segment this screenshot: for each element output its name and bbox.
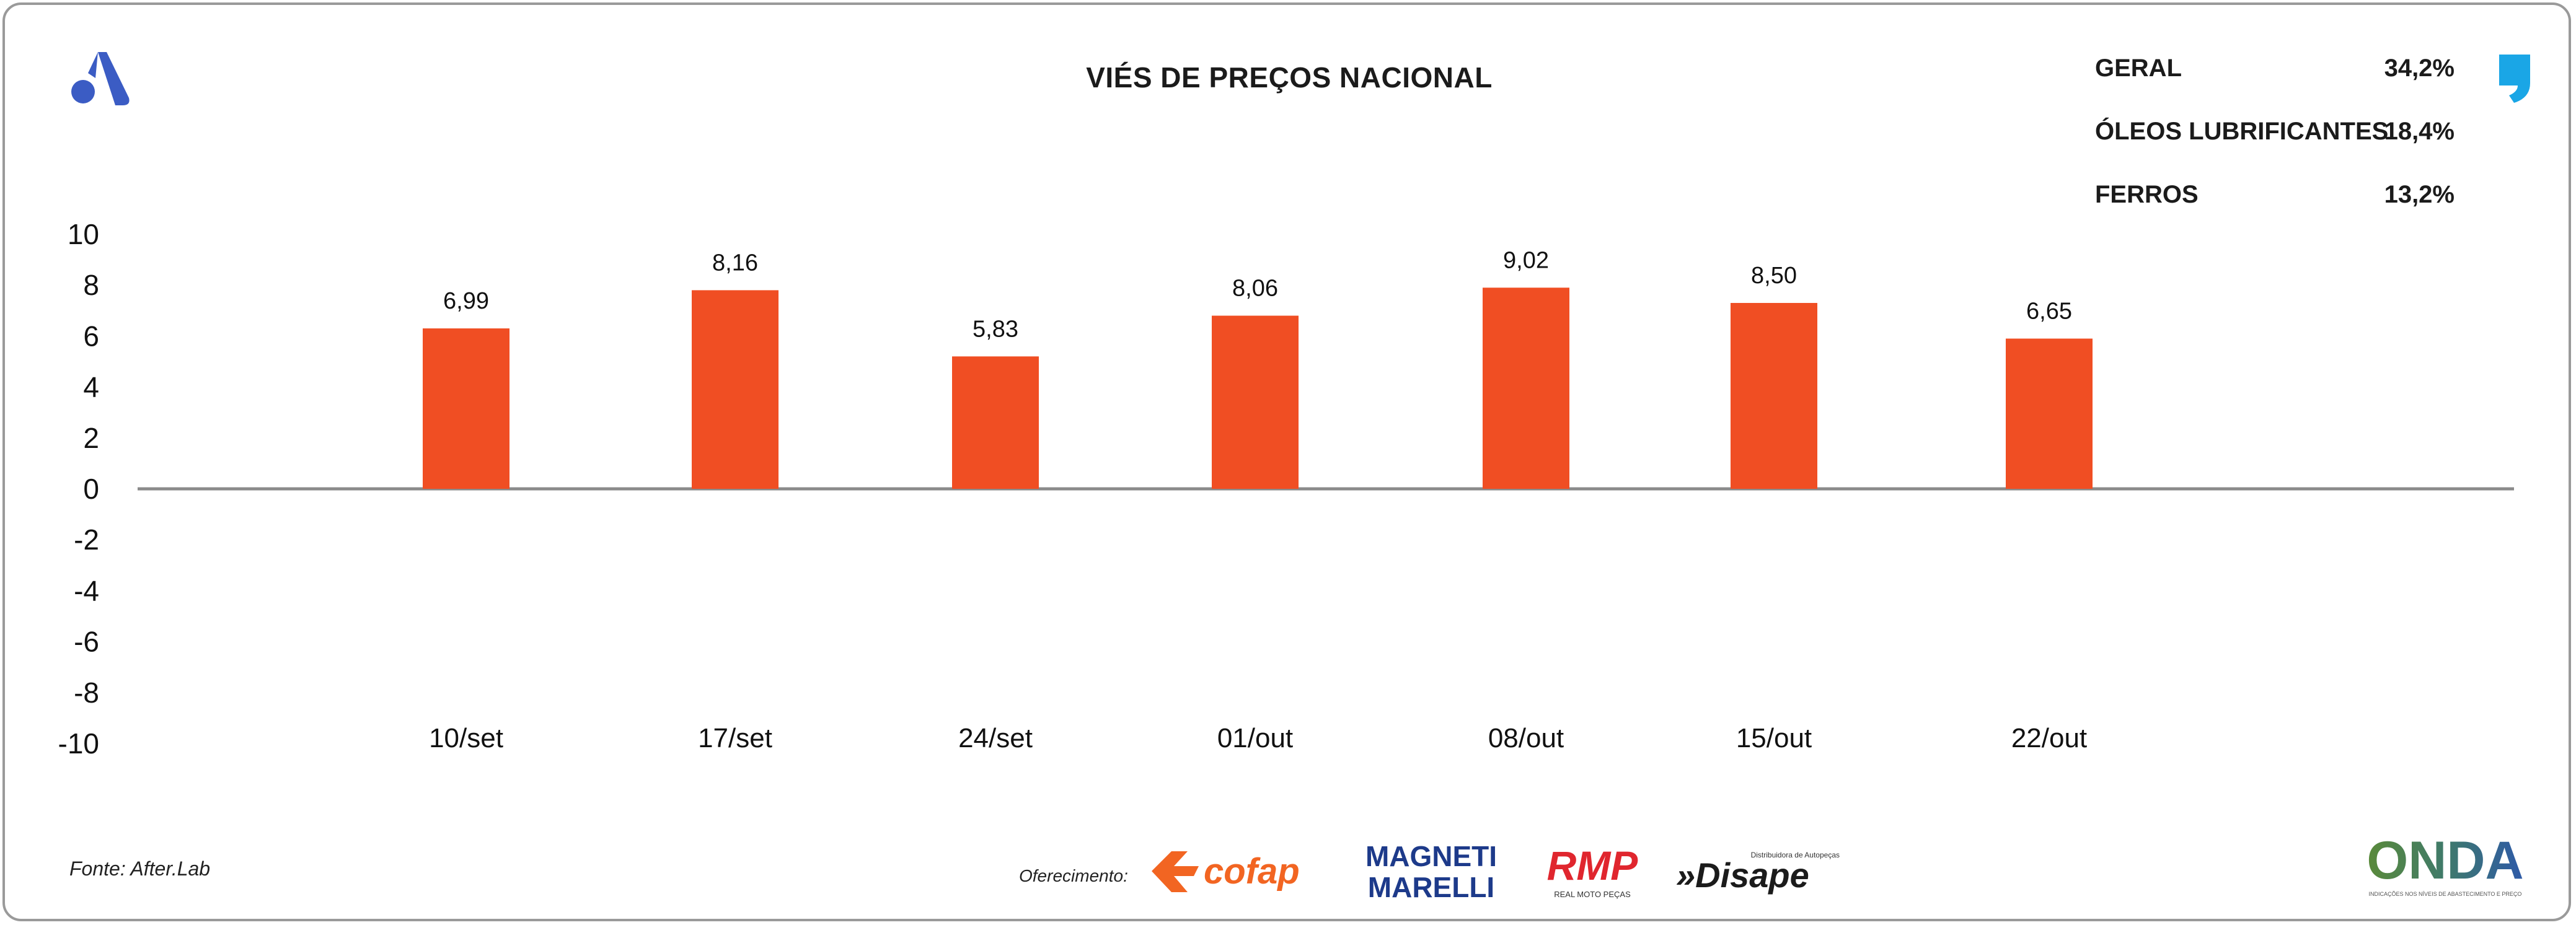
x-tick-label: 08/out <box>1488 723 1564 753</box>
marelli-text: MARELLI <box>1368 871 1494 903</box>
x-axis-ticks: 10/set 17/set 24/set 01/out 08/out 15/out 22/o… <box>429 723 2087 753</box>
bar-01-out <box>1212 315 1299 489</box>
y-tick-label: -6 <box>74 626 99 658</box>
y-tick-label: -2 <box>74 524 99 556</box>
disape-subtext: Distribuidora de Autopeças <box>1751 851 1840 859</box>
y-tick-label: 0 <box>83 473 99 505</box>
y-axis-ticks: 10 8 6 4 2 0 -2 -4 -6 -8 -10 <box>58 218 99 760</box>
summary-legend: GERAL 34,2% ÓLEOS LUBRIFICANTES 18,4% FE… <box>2095 55 2467 244</box>
legend-label: GERAL <box>2095 55 2182 82</box>
y-tick-label: -4 <box>74 574 99 607</box>
bar-10-set <box>423 328 509 489</box>
bar-17-set <box>692 290 779 489</box>
disape-logo: Distribuidora de Autopeças »Disape <box>1676 851 1840 895</box>
x-tick-label: 17/set <box>698 723 772 753</box>
rmp-subtext: REAL MOTO PEÇAS <box>1554 890 1631 899</box>
x-tick-label: 22/out <box>2011 723 2087 753</box>
bar-data-label: 9,02 <box>1503 247 1549 273</box>
quote-mark-icon <box>2499 55 2530 103</box>
chart-title: VIÉS DE PREÇOS NACIONAL <box>1086 61 1493 94</box>
onda-subtext: INDICAÇÕES NOS NÍVEIS DE ABASTECIMENTO E… <box>2369 891 2522 897</box>
disape-text: »Disape <box>1676 856 1809 895</box>
cofap-text: cofap <box>1204 851 1300 892</box>
sponsor-label: Oferecimento: <box>1019 866 1128 885</box>
legend-value: 13,2% <box>2384 181 2455 208</box>
rmp-logo: RMP REAL MOTO PEÇAS <box>1547 843 1639 899</box>
legend-label: ÓLEOS LUBRIFICANTES <box>2095 118 2389 145</box>
bar-data-label: 8,16 <box>712 250 758 276</box>
legend-row-oleos: ÓLEOS LUBRIFICANTES 18,4% <box>2095 118 2467 181</box>
y-tick-label: 8 <box>83 269 99 301</box>
legend-row-geral: GERAL 34,2% <box>2095 55 2467 118</box>
x-tick-label: 24/set <box>958 723 1033 753</box>
bars-group: 6,99 8,16 5,83 8,06 9,02 8,50 6,65 <box>423 247 2093 489</box>
y-tick-label: 10 <box>68 218 99 250</box>
bar-data-label: 8,50 <box>1751 263 1797 289</box>
rmp-text: RMP <box>1547 843 1639 888</box>
legend-value: 34,2% <box>2384 55 2455 82</box>
bar-data-label: 8,06 <box>1232 276 1278 302</box>
cofap-logo: cofap <box>1152 851 1300 892</box>
magneti-text: MAGNETI <box>1366 840 1496 872</box>
bar-data-label: 6,99 <box>443 288 489 314</box>
bar-data-label: 6,65 <box>2026 299 2072 325</box>
bar-15-out <box>1731 302 1817 489</box>
y-tick-label: 4 <box>83 371 99 403</box>
legend-value: 18,4% <box>2384 118 2455 145</box>
x-tick-label: 01/out <box>1217 723 1293 753</box>
y-tick-label: -8 <box>74 677 99 709</box>
y-tick-label: 2 <box>83 422 99 454</box>
brand-a-logo-icon <box>71 52 130 105</box>
x-tick-label: 10/set <box>429 723 503 753</box>
bar-08-out <box>1483 287 1569 489</box>
onda-logo: ONDA INDICAÇÕES NOS NÍVEIS DE ABASTECIME… <box>2366 831 2523 897</box>
legend-row-ferros: FERROS 13,2% <box>2095 181 2467 244</box>
onda-text: ONDA <box>2366 831 2523 890</box>
bar-24-set <box>952 356 1039 489</box>
legend-label: FERROS <box>2095 181 2199 208</box>
y-tick-label: 6 <box>83 320 99 352</box>
bar-data-label: 5,83 <box>973 316 1018 342</box>
source-note: Fonte: After.Lab <box>69 857 211 880</box>
x-tick-label: 15/out <box>1736 723 1812 753</box>
bar-chart: 10 8 6 4 2 0 -2 -4 -6 -8 -10 6,99 8,16 5,83 8,06 9,02 8… <box>58 218 2514 760</box>
bar-22-out <box>2006 338 2093 489</box>
y-tick-label: -10 <box>58 727 99 760</box>
magneti-marelli-logo: MAGNETI MARELLI <box>1366 840 1496 903</box>
